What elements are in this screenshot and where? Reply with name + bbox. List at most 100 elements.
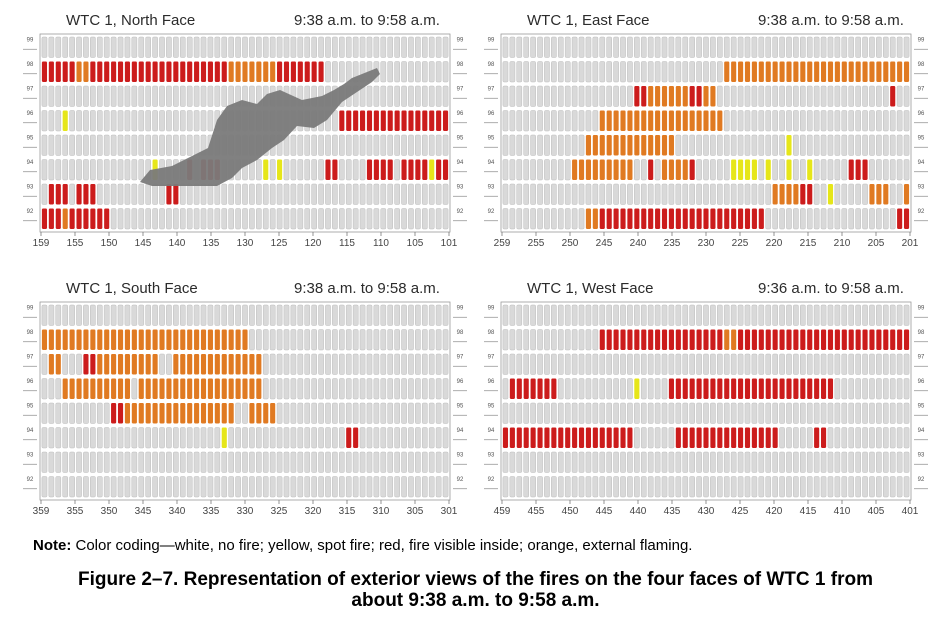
floor-label: 95	[27, 135, 34, 141]
x-tick-label: 435	[664, 506, 681, 517]
panel-south-face: WTC 1, South Face 9:38 a.m. to 9:58 a.m.…	[22, 278, 472, 534]
window-cell-none	[138, 427, 145, 449]
window-cell-none	[502, 159, 509, 181]
window-cell-inside	[661, 329, 668, 350]
window-cell-none	[813, 110, 820, 132]
window-cell-none	[76, 353, 82, 375]
window-cell-external	[69, 378, 75, 399]
window-cell-external	[214, 403, 220, 424]
window-cell-none	[516, 85, 523, 107]
window-cell-none	[841, 36, 848, 58]
window-cell-none	[415, 61, 421, 83]
window-cell-none	[200, 36, 207, 58]
window-cell-none	[502, 110, 509, 132]
window-cell-none	[737, 36, 744, 58]
window-cell-external	[627, 135, 633, 156]
window-cell-none	[55, 378, 62, 400]
window-cell-none	[103, 402, 110, 424]
window-cell-none	[290, 208, 297, 230]
window-cell-inside	[627, 208, 633, 229]
window-cell-external	[613, 135, 619, 156]
window-cell-none	[530, 208, 536, 230]
window-cell-none	[675, 304, 682, 326]
window-cell-none	[786, 353, 792, 375]
window-cell-external	[869, 61, 875, 82]
window-cell-none	[751, 353, 758, 375]
floor-label: 97	[918, 86, 925, 92]
window-cell-none	[387, 378, 394, 400]
window-cell-none	[124, 85, 131, 107]
window-cell-none	[668, 353, 675, 375]
x-tick-label: 355	[67, 506, 84, 517]
window-cell-none	[896, 353, 903, 375]
window-cell-none	[442, 183, 449, 205]
window-cell-none	[152, 427, 158, 449]
window-cell-none	[152, 183, 158, 205]
window-cell-none	[509, 36, 516, 58]
window-cell-none	[269, 378, 276, 400]
window-cell-inside	[578, 427, 585, 448]
window-cell-inside	[827, 329, 834, 350]
window-cell-none	[634, 476, 640, 498]
window-cell-none	[640, 304, 647, 326]
window-cell-none	[235, 36, 241, 58]
window-cell-none	[509, 85, 516, 107]
window-cell-none	[765, 134, 772, 156]
window-cell-none	[668, 476, 675, 498]
window-cell-none	[110, 36, 117, 58]
window-cell-none	[827, 110, 834, 132]
window-cell-none	[373, 476, 380, 498]
window-cell-external	[138, 329, 144, 350]
window-cell-none	[758, 110, 765, 132]
window-cell-inside	[724, 427, 730, 448]
window-cell-inside	[537, 378, 543, 399]
window-cell-none	[585, 110, 592, 132]
window-cell-none	[710, 353, 716, 375]
window-cell-none	[502, 183, 509, 205]
window-cell-none	[173, 85, 179, 107]
window-cell-none	[848, 476, 855, 498]
window-cell-none	[48, 36, 55, 58]
window-cell-none	[779, 304, 785, 326]
window-cell-none	[544, 61, 550, 83]
window-cell-inside	[744, 427, 751, 448]
x-tick-label: 430	[698, 506, 715, 517]
window-cell-none	[696, 36, 702, 58]
window-cell-none	[530, 451, 536, 473]
window-cell-none	[387, 427, 394, 449]
window-cell-external	[751, 61, 757, 82]
window-cell-none	[138, 476, 145, 498]
window-cell-none	[848, 85, 855, 107]
window-cell-none	[765, 110, 772, 132]
window-cell-none	[806, 110, 813, 132]
window-cell-none	[387, 36, 394, 58]
window-cell-none	[841, 476, 848, 498]
window-cell-inside	[606, 329, 612, 350]
window-cell-none	[207, 110, 214, 132]
window-cell-none	[772, 110, 778, 132]
caption-line-2: about 9:38 a.m. to 9:58 a.m.	[351, 590, 600, 611]
x-tick-label: 135	[203, 238, 220, 249]
window-cell-none	[882, 134, 889, 156]
window-cell-external	[848, 61, 854, 82]
window-cell-inside	[710, 427, 716, 448]
window-cell-none	[896, 85, 903, 107]
window-cell-none	[332, 353, 338, 375]
window-cell-inside	[869, 329, 875, 350]
window-cell-none	[249, 208, 255, 230]
window-cell-none	[889, 476, 896, 498]
window-cell-inside	[668, 378, 674, 399]
window-cell-inside	[814, 427, 820, 448]
window-cell-none	[435, 476, 442, 498]
window-cell-inside	[530, 427, 536, 448]
window-cell-inside	[41, 61, 48, 82]
window-cell-none	[290, 183, 297, 205]
window-cell-none	[152, 85, 158, 107]
window-cell-none	[903, 353, 910, 375]
window-cell-external	[90, 329, 96, 350]
window-cell-none	[401, 353, 407, 375]
window-cell-external	[578, 159, 585, 180]
window-cell-none	[442, 353, 449, 375]
window-cell-none	[235, 183, 241, 205]
window-cell-none	[186, 110, 193, 132]
